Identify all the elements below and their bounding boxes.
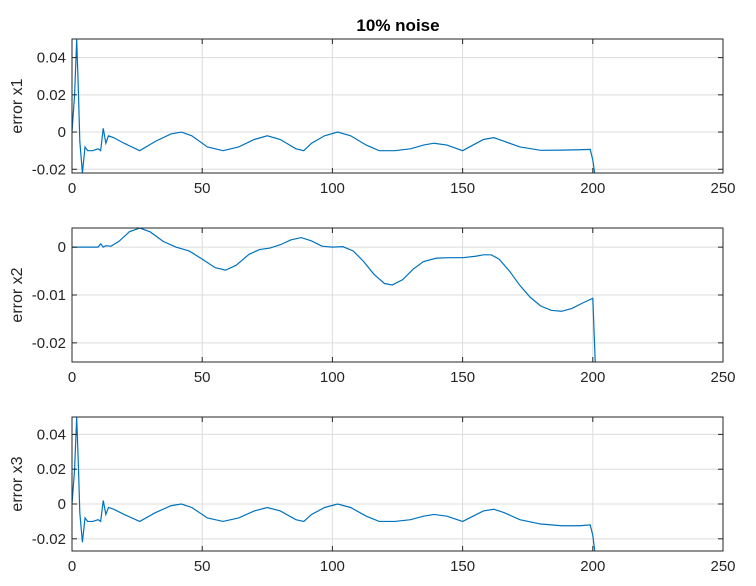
series-line-2 [72, 228, 596, 362]
x-tick-label: 200 [580, 180, 605, 197]
x-tick-label: 100 [320, 180, 345, 197]
y-axis-label-2: error x2 [9, 267, 26, 322]
y-tick-label: 0.04 [37, 50, 66, 67]
axes-box-1 [71, 38, 724, 174]
y-tick-label: 0.04 [37, 426, 66, 443]
y-tick-label: -0.02 [32, 161, 66, 178]
subplot-2: 0 50 100 150 200 250 -0.02 -0.01 0 error x2 [9, 227, 736, 386]
y-axis-label-3: error x3 [9, 456, 26, 511]
x-tick-label: 250 [710, 369, 735, 386]
x-tick-label: 250 [710, 180, 735, 197]
x-tick-label: 50 [194, 369, 211, 386]
axes-box-3 [71, 416, 724, 552]
x-tick-label: 50 [194, 180, 211, 197]
x-tick-label: 0 [68, 369, 76, 386]
y-tick-label: -0.01 [32, 287, 66, 304]
y-tick-label: 0 [58, 239, 66, 256]
x-tick-label: 200 [580, 369, 605, 386]
figure-title: 10% noise [356, 16, 439, 35]
y-axis-label-1: error x1 [9, 78, 26, 133]
plot-area-3 [72, 417, 723, 551]
x-tick-label: 0 [68, 558, 76, 575]
y-tick-label: -0.02 [32, 531, 66, 548]
y-tick-label: -0.02 [32, 335, 66, 352]
y-tick-label: 0 [58, 124, 66, 141]
y-tick-label: 0 [58, 496, 66, 513]
x-tick-label: 150 [450, 558, 475, 575]
x-tick-label: 100 [320, 558, 345, 575]
y-tick-label: 0.02 [37, 87, 66, 104]
x-tick-label: 150 [450, 369, 475, 386]
series-line-3 [72, 417, 596, 551]
x-tick-label: 200 [580, 558, 605, 575]
x-tick-label: 0 [68, 180, 76, 197]
x-tick-label: 150 [450, 180, 475, 197]
x-tick-label: 50 [194, 558, 211, 575]
y-tick-label: 0.02 [37, 461, 66, 478]
series-line-1 [72, 39, 596, 173]
x-tick-label: 250 [710, 558, 735, 575]
x-tick-label: 100 [320, 369, 345, 386]
plot-area-1 [72, 39, 723, 173]
